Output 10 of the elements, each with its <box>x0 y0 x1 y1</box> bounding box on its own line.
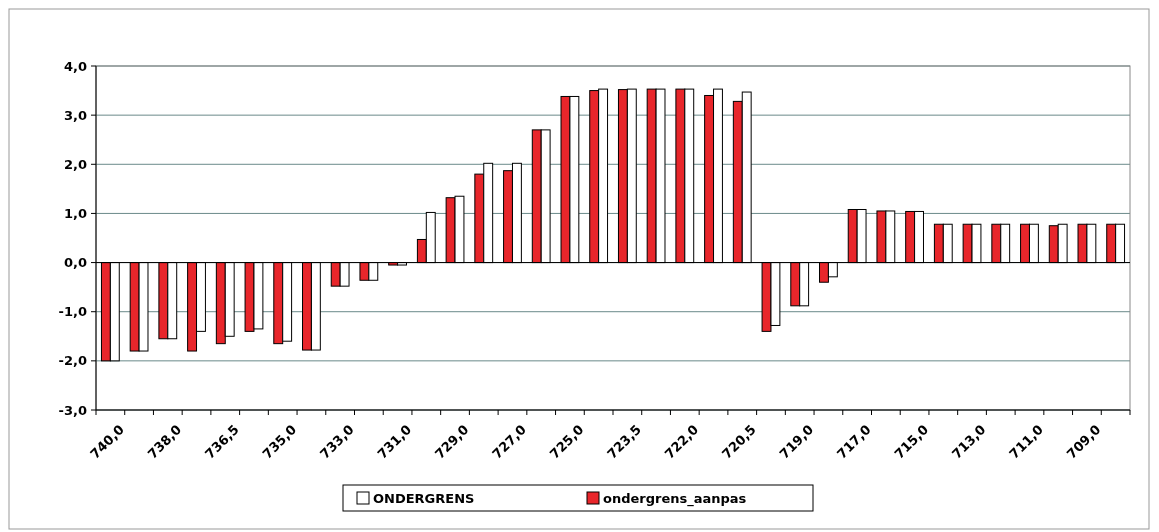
y-tick-label: 4,0 <box>63 58 87 74</box>
legend-label: ondergrens_aanpas <box>603 490 747 507</box>
y-tick-label: -2,0 <box>58 353 87 369</box>
legend-label: ONDERGRENS <box>373 490 475 506</box>
y-tick-label: 1,0 <box>63 205 87 221</box>
y-tick-label: -1,0 <box>58 304 87 320</box>
y-tick-label: 3,0 <box>63 107 87 123</box>
y-tick-label: 0,0 <box>63 255 87 271</box>
y-tick-label: -3,0 <box>58 402 87 418</box>
y-tick-label: 2,0 <box>63 156 87 172</box>
